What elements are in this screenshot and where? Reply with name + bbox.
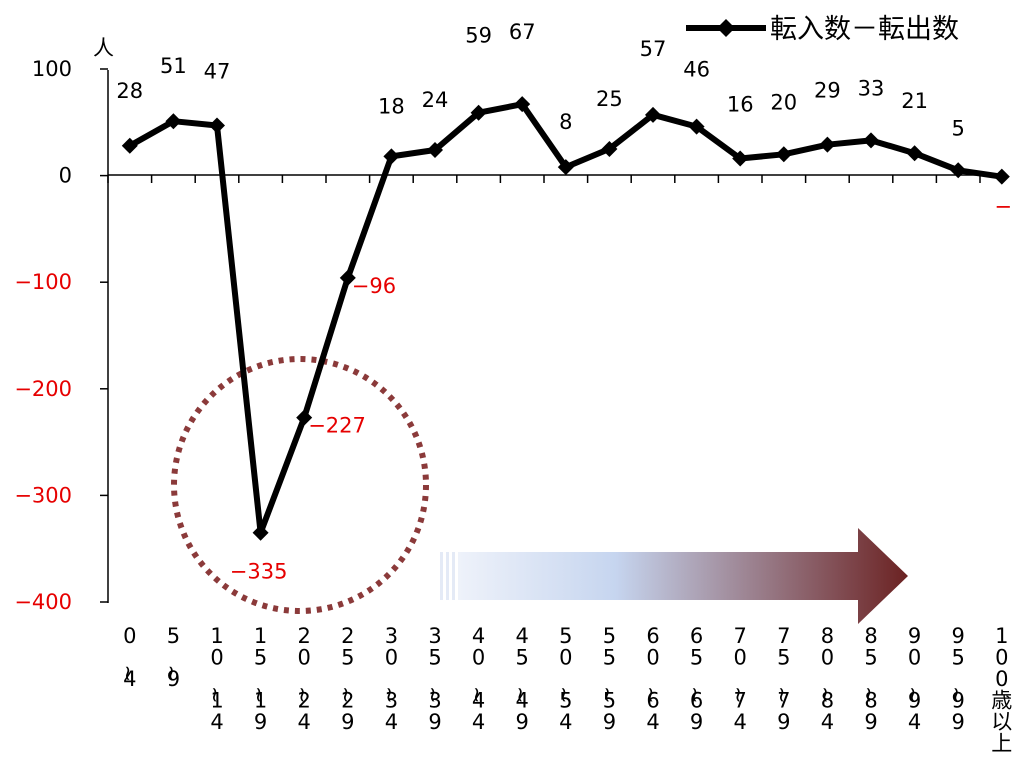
data-label: 67 <box>509 20 536 44</box>
data-point-marker <box>514 96 531 113</box>
x-category-label: 1 5 ~1 9 <box>247 624 271 734</box>
data-point-marker <box>296 409 313 426</box>
x-category-label: 1 0 ~1 4 <box>203 624 227 734</box>
data-label: 29 <box>814 79 841 103</box>
x-axis-labels: 0 ~4 5 ~9 1 0 ~1 4 1 5 ~1 9 2 0 ~2 4 2 5 ~2 9 3 0 ~3 4 3 5 ~3 9 4 0 ~4… <box>116 624 1012 756</box>
x-category-label: 7 5 ~7 9 <box>770 624 794 734</box>
x-category-label: 4 5 ~4 9 <box>508 624 532 734</box>
x-axis-ticks <box>107 175 981 183</box>
data-label: 8 <box>559 110 572 134</box>
data-point-marker <box>121 137 138 154</box>
data-point-marker <box>993 168 1010 185</box>
data-label: 59 <box>465 24 492 48</box>
x-category-label: 9 5 ~9 9 <box>944 624 968 734</box>
y-axis-ticks: 100 0 −100 −200 −300 −400 <box>14 57 108 614</box>
x-category-label: 5 5 ~5 9 <box>596 624 620 734</box>
data-labels: 28 51 47 −335 −227 −96 18 24 59 67 8 25 57 46 16 20 29 33… <box>116 20 1012 584</box>
x-category-label: 3 5 ~3 9 <box>421 624 445 734</box>
legend-label: 転入数－転出数 <box>770 14 959 45</box>
data-point-marker <box>906 145 923 162</box>
x-category-label: 6 5 ~6 9 <box>683 624 707 734</box>
y-tick-label: −400 <box>14 590 72 614</box>
data-point-marker <box>863 132 879 149</box>
x-category-label: 2 5 ~2 9 <box>334 624 358 734</box>
y-tick-label: −300 <box>14 483 72 507</box>
y-axis-unit: 人 <box>93 36 114 60</box>
data-label: 16 <box>727 93 754 117</box>
data-label: 51 <box>160 54 187 78</box>
data-point-marker <box>427 142 443 159</box>
data-label: 20 <box>770 90 797 114</box>
data-label: 46 <box>683 58 710 82</box>
age-direction-arrow <box>440 528 908 624</box>
y-tick-label: −100 <box>14 270 72 294</box>
data-label: −1 <box>994 195 1012 219</box>
data-point-marker <box>557 159 574 176</box>
data-label: −227 <box>308 414 366 438</box>
data-point-marker <box>601 140 618 157</box>
x-category-label: 0 ~4 <box>116 624 140 691</box>
data-label: 57 <box>640 37 667 61</box>
x-category-label: 7 0 ~7 4 <box>726 624 750 734</box>
data-label: 5 <box>952 116 965 140</box>
data-point-marker <box>950 162 967 179</box>
x-category-label: 5 0 ~5 4 <box>552 624 576 734</box>
x-category-label: 1 0 0 歳以上 <box>991 624 1012 756</box>
y-tick-label: −200 <box>14 377 72 401</box>
y-tick-label: 100 <box>32 57 72 81</box>
data-label: −335 <box>230 560 288 584</box>
data-point-marker <box>252 524 269 541</box>
data-label: 18 <box>378 94 405 118</box>
x-category-label: 8 0 ~8 4 <box>814 624 838 734</box>
data-point-marker <box>383 148 400 165</box>
x-category-label: 5 ~9 <box>160 624 184 691</box>
x-category-label: 8 5 ~8 9 <box>857 624 881 734</box>
data-point-marker <box>819 136 836 153</box>
data-point-marker <box>209 117 225 134</box>
data-point-marker <box>470 104 487 121</box>
data-label: −96 <box>352 274 396 298</box>
data-label: 28 <box>116 79 143 103</box>
x-category-label: 9 0 ~9 4 <box>901 624 925 734</box>
data-label: 24 <box>422 88 449 112</box>
x-category-label: 6 0 ~6 4 <box>639 624 663 734</box>
x-category-label: 3 0 ~3 4 <box>378 624 402 734</box>
data-point-marker <box>165 113 182 130</box>
y-tick-label: 0 <box>59 164 72 188</box>
legend-marker <box>717 19 735 37</box>
data-point-marker <box>645 106 661 123</box>
x-category-label: 4 0 ~4 4 <box>465 624 489 734</box>
legend: 転入数－転出数 <box>686 14 959 45</box>
highlight-circle <box>171 356 429 614</box>
data-label: 47 <box>204 59 231 83</box>
data-point-marker <box>339 269 356 286</box>
data-point-marker <box>688 118 705 135</box>
data-label: 33 <box>858 76 885 100</box>
x-category-label: 2 0 ~2 4 <box>290 624 314 734</box>
data-label: 21 <box>901 89 928 113</box>
data-point-marker <box>775 146 792 163</box>
series-markers <box>121 96 1010 541</box>
data-label: 25 <box>596 87 623 111</box>
data-point-marker <box>732 150 749 167</box>
